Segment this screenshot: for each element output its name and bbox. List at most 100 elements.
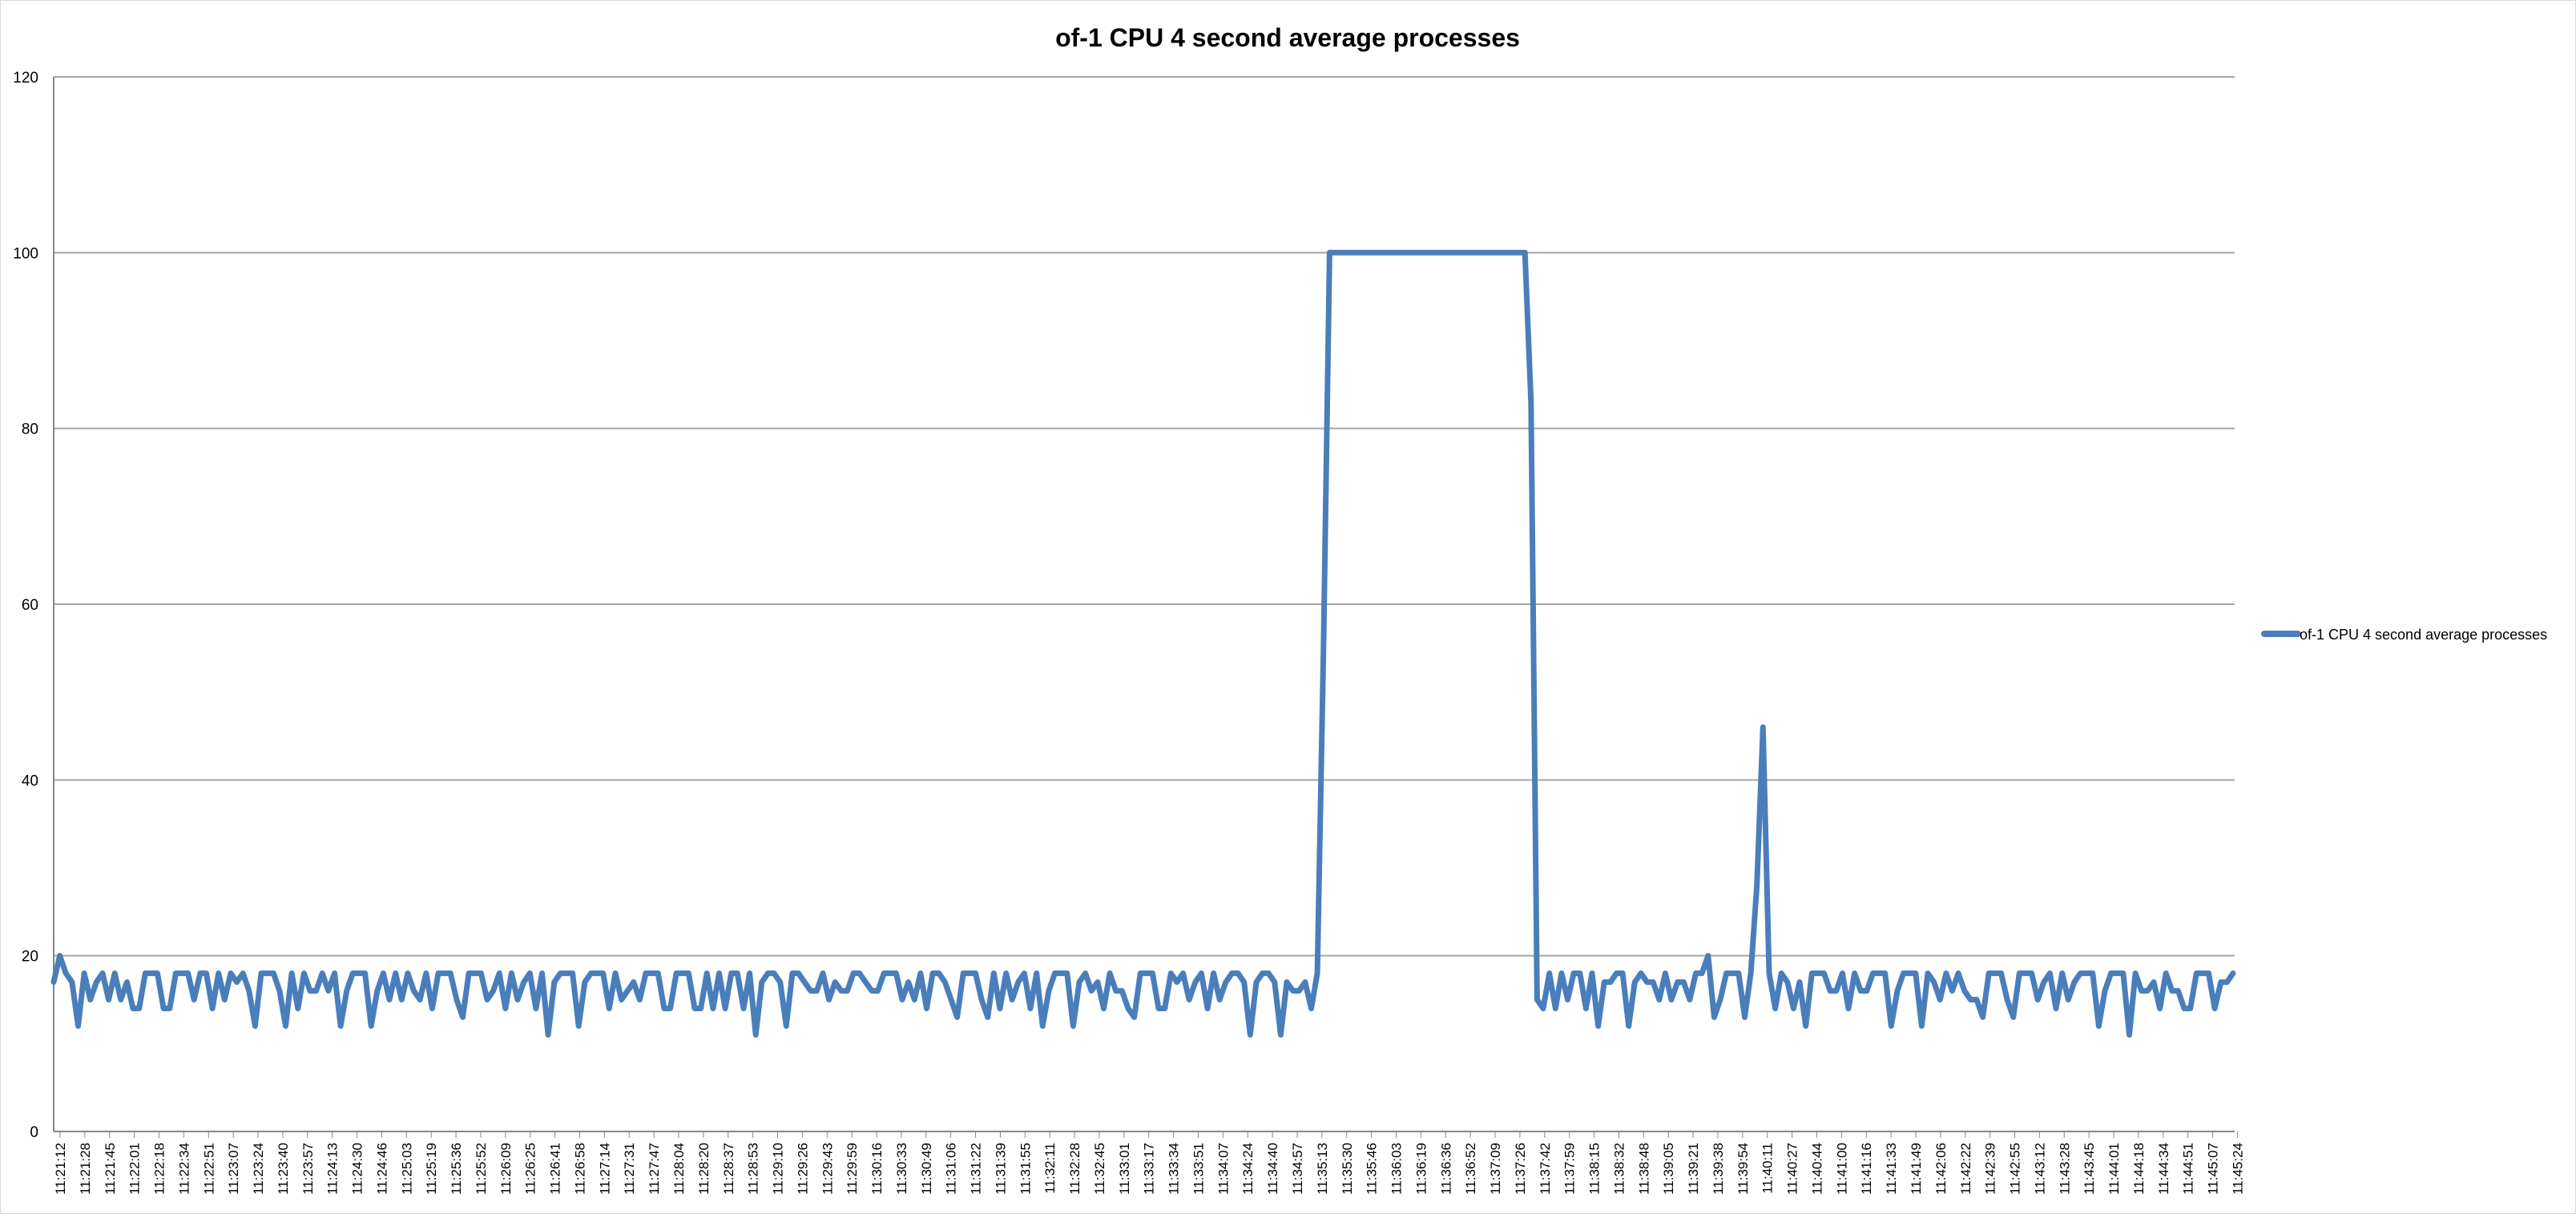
y-tick-label: 80	[22, 421, 38, 438]
y-axis-tick-labels: 0 20 40 60 80 100 120	[13, 70, 38, 1141]
x-tick-label: 11:45:24	[2230, 1143, 2245, 1195]
series-layer	[50, 249, 2236, 1038]
x-tick-label: 11:36:19	[1413, 1143, 1429, 1195]
x-tick-label: 11:24:13	[325, 1143, 341, 1195]
x-tick-label: 11:44:18	[2131, 1143, 2147, 1195]
x-tick-label: 11:23:40	[276, 1143, 291, 1195]
x-tick-label: 11:34:40	[1265, 1143, 1280, 1195]
x-tick-label: 11:22:01	[127, 1143, 143, 1195]
x-tick-label: 11:23:24	[251, 1143, 266, 1195]
x-tick-label: 11:39:21	[1686, 1143, 1701, 1195]
x-tick-label: 11:29:26	[795, 1143, 810, 1195]
x-tick-label: 11:38:48	[1636, 1143, 1651, 1195]
x-tick-label: 11:42:55	[2008, 1143, 2023, 1195]
x-tick-label: 11:42:22	[1958, 1143, 1973, 1195]
x-tick-label: 11:40:27	[1785, 1143, 1800, 1195]
x-tick-label: 11:31:22	[969, 1143, 984, 1195]
x-tick-label: 11:35:30	[1340, 1143, 1355, 1195]
x-tick-label: 11:38:32	[1611, 1143, 1627, 1195]
x-tick-label: 11:25:19	[424, 1143, 439, 1195]
x-tick-label: 11:29:10	[771, 1143, 786, 1195]
x-tick-label: 11:36:03	[1389, 1143, 1405, 1195]
x-tick-label: 11:37:59	[1562, 1143, 1578, 1195]
x-tick-label: 11:27:47	[647, 1143, 662, 1195]
axes	[53, 77, 2238, 1138]
x-tick-label: 11:21:12	[53, 1143, 68, 1195]
x-tick-label: 11:34:07	[1215, 1143, 1231, 1195]
x-tick-label: 11:25:36	[449, 1143, 464, 1195]
x-tick-label: 11:22:34	[176, 1143, 191, 1195]
x-tick-label: 11:38:15	[1587, 1143, 1602, 1195]
x-tick-label: 11:42:39	[1983, 1143, 1998, 1195]
x-tick-label: 11:30:16	[869, 1143, 885, 1195]
x-tick-label: 11:21:45	[103, 1143, 118, 1195]
x-tick-label: 11:37:42	[1538, 1143, 1553, 1195]
x-tick-label: 11:34:24	[1240, 1143, 1256, 1195]
series-line-0	[50, 249, 2236, 1038]
x-tick-label: 11:30:33	[894, 1143, 909, 1195]
x-tick-label: 11:24:46	[374, 1143, 389, 1195]
x-tick-label: 11:32:11	[1042, 1143, 1058, 1194]
x-tick-label: 11:34:57	[1290, 1143, 1305, 1195]
x-tick-label: 11:39:54	[1735, 1143, 1751, 1195]
x-tick-label: 11:44:01	[2106, 1143, 2122, 1195]
x-tick-label: 11:39:38	[1711, 1143, 1726, 1195]
x-tick-label: 11:28:53	[746, 1143, 761, 1195]
x-tick-label: 11:41:49	[1909, 1143, 1924, 1195]
y-tick-label: 120	[13, 70, 38, 87]
x-tick-label: 11:32:45	[1092, 1143, 1107, 1195]
x-tick-label: 11:36:36	[1438, 1143, 1453, 1195]
x-tick-label: 11:35:46	[1365, 1143, 1380, 1195]
x-tick-label: 11:44:51	[2181, 1143, 2196, 1195]
gridlines	[54, 76, 2235, 957]
x-tick-label: 11:37:26	[1513, 1143, 1528, 1195]
x-tick-label: 11:33:01	[1117, 1143, 1132, 1195]
x-tick-label: 11:29:59	[845, 1143, 860, 1195]
x-tick-label: 11:21:28	[78, 1143, 93, 1195]
x-tick-label: 11:37:09	[1488, 1143, 1503, 1195]
x-tick-label: 11:26:09	[498, 1143, 514, 1195]
x-tick-label: 11:31:06	[944, 1143, 959, 1195]
y-tick-label: 20	[22, 949, 38, 966]
x-tick-label: 11:40:11	[1760, 1143, 1776, 1194]
chart-title: of-1 CPU 4 second average processes	[1055, 23, 1520, 52]
x-tick-label: 11:43:45	[2082, 1143, 2097, 1195]
x-tick-label: 11:44:34	[2156, 1143, 2171, 1195]
x-tick-label: 11:42:06	[1933, 1143, 1949, 1195]
y-tick-label: 100	[13, 245, 38, 262]
x-tick-label: 11:33:17	[1142, 1143, 1157, 1195]
x-tick-label: 11:28:20	[696, 1143, 712, 1195]
x-tick-label: 11:43:12	[2032, 1143, 2047, 1195]
x-tick-label: 11:39:05	[1661, 1143, 1676, 1195]
x-tick-label: 11:41:33	[1884, 1143, 1899, 1195]
x-tick-label: 11:23:57	[300, 1143, 316, 1195]
legend: of-1 CPU 4 second average processes	[2261, 627, 2547, 643]
x-tick-label: 11:41:00	[1834, 1143, 1849, 1195]
x-tick-label: 11:26:25	[523, 1143, 538, 1195]
y-tick-label: 40	[22, 772, 38, 789]
x-tick-label: 11:28:37	[721, 1143, 736, 1195]
x-tick-label: 11:36:52	[1463, 1143, 1478, 1195]
x-tick-label: 11:41:16	[1859, 1143, 1874, 1195]
x-tick-label: 11:33:34	[1167, 1143, 1182, 1195]
y-tick-label: 0	[30, 1124, 38, 1141]
x-tick-label: 11:26:58	[572, 1143, 587, 1195]
x-tick-label: 11:26:41	[548, 1143, 563, 1195]
x-tick-label: 11:35:13	[1315, 1143, 1330, 1195]
x-tick-label: 11:27:14	[597, 1143, 612, 1195]
x-tick-label: 11:28:04	[671, 1143, 687, 1195]
x-tick-label: 11:23:07	[226, 1143, 241, 1195]
x-tick-label: 11:25:52	[474, 1143, 489, 1195]
x-tick-label: 11:31:39	[993, 1143, 1008, 1195]
x-tick-label: 11:43:28	[2057, 1143, 2072, 1195]
legend-label: of-1 CPU 4 second average processes	[2300, 627, 2547, 643]
x-tick-label: 11:33:51	[1191, 1143, 1206, 1195]
x-axis-tick-labels: 11:21:12 11:21:28 11:21:45 11:22:01 11:22:18…	[53, 1143, 2245, 1195]
x-tick-label: 11:40:44	[1809, 1143, 1824, 1195]
x-tick-label: 11:45:07	[2206, 1143, 2221, 1195]
x-tick-label: 11:30:49	[919, 1143, 934, 1195]
x-tick-label: 11:22:51	[201, 1143, 216, 1195]
